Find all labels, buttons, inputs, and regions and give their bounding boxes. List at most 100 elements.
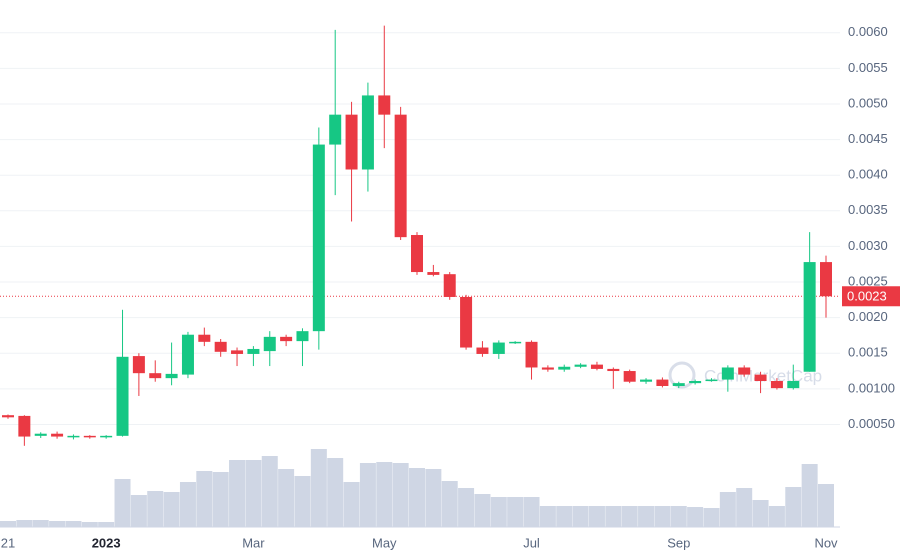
candle-body (247, 348, 260, 354)
y-tick-label: 0.0030 (848, 238, 888, 253)
volume-bar (261, 456, 278, 527)
candle-body (116, 356, 129, 436)
candle-body (198, 334, 211, 342)
candle-body (460, 296, 473, 348)
current-price-box (842, 286, 900, 307)
y-tick-label: 0.0025 (848, 273, 888, 288)
candle-body (492, 342, 505, 354)
candle-body (574, 364, 587, 367)
candle-body (770, 381, 783, 389)
candle-body (67, 435, 80, 438)
volume-bar (196, 471, 213, 527)
candle-body (427, 272, 440, 275)
candle-body (705, 379, 718, 382)
candle-body (132, 356, 145, 374)
volume-bar (343, 482, 360, 527)
candle-body (656, 379, 669, 386)
candle-body (34, 433, 47, 436)
volume-bar (654, 506, 671, 527)
candle-body (558, 366, 571, 370)
volume-bar (523, 497, 540, 527)
volume-bar (0, 521, 16, 527)
candle-body (361, 95, 374, 170)
x-tick-label: 21 (1, 535, 15, 550)
volume-bar (638, 506, 655, 527)
y-tick-label: 0.00100 (848, 380, 895, 395)
volume-bar (703, 508, 720, 527)
y-tick-label: 0.0055 (848, 60, 888, 75)
volume-bar (785, 487, 802, 527)
x-tick-label: Mar (242, 535, 265, 550)
volume-bar (16, 520, 33, 527)
candle-body (803, 262, 816, 372)
candle-body (721, 367, 734, 380)
x-tick-label: May (372, 535, 397, 550)
volume-bar (278, 469, 295, 527)
candle-body (378, 95, 391, 115)
volume-bar (81, 522, 98, 527)
volume-bar (818, 484, 834, 527)
candle-body (165, 373, 178, 379)
volume-bar (327, 458, 344, 527)
volume-bar (507, 497, 524, 527)
candle-body (296, 331, 309, 342)
candle-body (231, 350, 244, 354)
volume-bar (556, 506, 573, 527)
candle-body (312, 144, 325, 332)
volume-bar (736, 488, 753, 527)
x-tick-label: Sep (667, 535, 690, 550)
candle-body (509, 341, 522, 344)
candle-body (738, 367, 751, 375)
volume-bar (114, 479, 131, 527)
volume-bar (147, 491, 164, 527)
volume-bar (458, 488, 475, 527)
candle-body (329, 114, 342, 145)
candle-body (83, 435, 96, 438)
candle-body (181, 334, 194, 375)
volume-bar (409, 468, 425, 527)
volume-bar (65, 521, 82, 527)
candle-body (672, 383, 685, 386)
y-tick-label: 0.0045 (848, 131, 888, 146)
x-tick-label: Jul (523, 535, 540, 550)
candle-body (541, 367, 554, 370)
y-tick-label: 0.0035 (848, 202, 888, 217)
current-price-label: 0.0023 (847, 289, 887, 304)
candle-body (18, 415, 31, 437)
candle-body (443, 274, 456, 297)
volume-bar (425, 469, 442, 527)
y-tick-label: 0.0015 (848, 345, 888, 360)
candle-body (214, 341, 227, 352)
volume-bar (572, 506, 589, 527)
volume-bar (605, 506, 622, 527)
volume-bar (163, 492, 180, 527)
current-price-badge: 0.0023 (842, 286, 900, 307)
candle-body (525, 341, 538, 368)
y-tick-label: 0.00050 (848, 416, 895, 431)
candle-body (394, 114, 407, 238)
candle-body (411, 235, 423, 273)
candle-body (607, 368, 620, 372)
volume-bar (621, 506, 638, 527)
candle-body (280, 336, 293, 342)
volume-bar (474, 494, 491, 527)
candle-body (100, 435, 113, 438)
candle-body (149, 373, 162, 379)
y-tick-label: 0.0060 (848, 24, 888, 39)
y-tick-label: 0.0040 (848, 167, 888, 182)
candle-body (51, 433, 64, 437)
volume-bar (310, 449, 327, 527)
volume-bar (179, 482, 196, 527)
volume-bar (588, 506, 605, 527)
volume-bar (229, 460, 246, 527)
y-tick-label: 0.0050 (848, 95, 888, 110)
candle-body (2, 415, 14, 418)
candle-body (640, 379, 653, 382)
candle-body (820, 262, 832, 297)
x-tick-label: Nov (814, 535, 838, 550)
x-tick-label: 2023 (92, 535, 121, 550)
volume-bar (98, 522, 115, 527)
volume-bar (441, 481, 458, 527)
volume-bar (245, 460, 262, 527)
